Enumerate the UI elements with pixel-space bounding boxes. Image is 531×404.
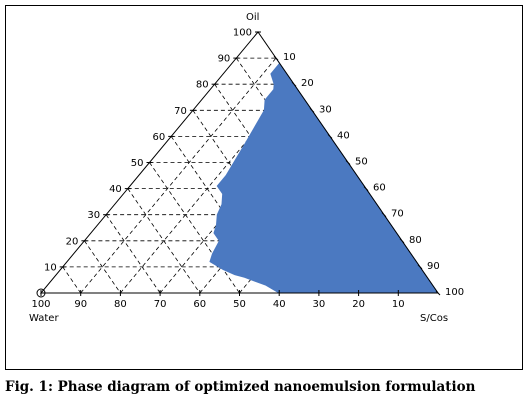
- tick-mark-scos: [327, 134, 333, 139]
- tick-label-water: 100: [31, 299, 50, 310]
- tick-label-scos: 10: [283, 52, 296, 63]
- tick-label-water: 60: [193, 299, 206, 310]
- tick-mark-scos: [309, 107, 315, 113]
- vertex-marker-water: [36, 288, 46, 298]
- tick-label-scos: 80: [409, 235, 422, 246]
- tick-label-water: 80: [114, 299, 127, 310]
- grid-line: [62, 266, 82, 293]
- tick-label-scos: 40: [337, 130, 350, 141]
- tick-label-oil: 60: [152, 132, 165, 143]
- tick-label-oil: 50: [131, 158, 144, 169]
- nanoemulsion-region: [209, 57, 439, 294]
- vertex-label-water: Water: [29, 313, 59, 324]
- tick-mark-scos: [273, 55, 279, 61]
- tick-mark-scos: [399, 238, 405, 244]
- tick-label-water: 30: [313, 299, 326, 310]
- tick-layer: 10 20 30 40 50 60 70 80 90 100 100 90 80 70 60 50 40 30 20…: [31, 28, 464, 311]
- ternary-phase-diagram: 10 20 30 40 50 60 70 80 90 100 100 90 80 70 60 50 40 30 20…: [29, 12, 464, 324]
- grid-line: [170, 136, 280, 293]
- tick-label-oil: 80: [196, 80, 209, 91]
- tick-label-scos: 50: [355, 157, 368, 168]
- tick-label-oil: 20: [66, 236, 79, 247]
- tick-mark-scos: [345, 160, 351, 165]
- tick-label-water: 40: [273, 299, 286, 310]
- tick-label-scos: 70: [391, 209, 404, 220]
- tick-label-oil: 10: [44, 262, 57, 273]
- figure-caption: Fig. 1: Phase diagram of optimized nanoe…: [5, 379, 476, 395]
- tick-label-oil: 70: [174, 106, 187, 117]
- grid-line: [105, 214, 161, 293]
- tick-mark-scos: [435, 290, 441, 296]
- grid-line: [149, 162, 240, 293]
- vertex-label-scos: S/Cos: [420, 313, 448, 324]
- tick-label-water: 20: [352, 299, 365, 310]
- tick-label-water: 10: [392, 299, 405, 310]
- grid-line: [84, 240, 121, 293]
- tick-label-oil: 90: [218, 54, 231, 65]
- tick-label-oil: 40: [109, 184, 122, 195]
- tick-label-scos: 90: [427, 261, 440, 272]
- tick-label-water: 50: [233, 299, 246, 310]
- tick-label-water: 70: [154, 299, 167, 310]
- tick-label-scos: 60: [373, 183, 386, 194]
- grid-line: [80, 57, 277, 293]
- vertex-label-oil: Oil: [246, 12, 259, 23]
- tick-label-oil: 100: [233, 28, 252, 39]
- grid-line: [127, 188, 201, 293]
- tick-label-scos: 100: [445, 287, 464, 298]
- figure-frame: 10 20 30 40 50 60 70 80 90 100 100 90 80 70 60 50 40 30 20…: [5, 5, 523, 370]
- tick-label-water: 90: [74, 299, 87, 310]
- tick-mark-scos: [381, 212, 387, 218]
- tick-mark-scos: [291, 81, 297, 87]
- tick-label-scos: 20: [301, 78, 314, 89]
- tick-label-oil: 30: [87, 210, 100, 221]
- tick-mark-scos: [363, 186, 369, 191]
- tick-label-scos: 30: [319, 104, 332, 115]
- tick-mark-scos: [417, 264, 423, 270]
